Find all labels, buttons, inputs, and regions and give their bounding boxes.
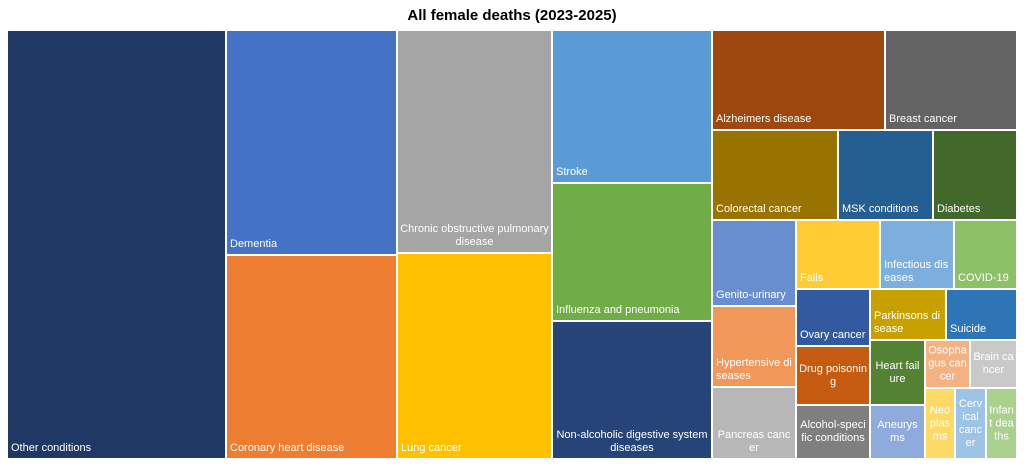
treemap-cell-label: Chronic obstructive pulmonary disease — [400, 223, 549, 248]
treemap-cell-label: Ovary cancer — [800, 329, 866, 341]
treemap-cell: Dementia — [226, 30, 397, 255]
treemap-cell: Falls — [796, 220, 880, 289]
treemap-cell-label: Parkinsons disease — [874, 310, 941, 335]
treemap-cell: Brain cancer — [970, 340, 1017, 388]
treemap-cell-label: Alzheimers disease — [716, 113, 812, 125]
treemap-cell: Alcohol-specific conditions — [796, 405, 870, 459]
treemap-cell: Lung cancer — [397, 253, 552, 459]
treemap-cell: Parkinsons disease — [870, 289, 946, 340]
treemap-cell: Pancreas cancer — [712, 387, 796, 459]
treemap-cell: Osophagus cancer — [925, 340, 970, 388]
treemap-cell-label: Cervical cancer — [958, 397, 983, 449]
treemap-cell: Non-alcoholic digestive system diseases — [552, 321, 712, 459]
treemap-cell: Influenza and pneumonia — [552, 183, 712, 321]
treemap-cell-label: Osophagus cancer — [928, 344, 967, 383]
treemap-cell-label: Falls — [800, 272, 824, 284]
treemap-cell: Neoplasms — [925, 388, 955, 459]
treemap-cell-label: Aneurysms — [877, 419, 918, 444]
treemap-cell-label: Coronary heart disease — [230, 442, 345, 454]
treemap-cell: Hypertensive diseases — [712, 306, 796, 387]
treemap-cell-label: Hypertensive diseases — [716, 357, 792, 382]
treemap-cell: MSK conditions — [838, 130, 933, 220]
treemap-cell-label: Breast cancer — [889, 113, 957, 125]
treemap-cell-label: Drug poisoning — [799, 362, 867, 388]
treemap-cell: Cervical cancer — [955, 388, 986, 459]
treemap-cell-label: Colorectal cancer — [716, 203, 802, 215]
treemap-cell-label: Non-alcoholic digestive system diseases — [556, 429, 708, 454]
treemap-cell: Infant deaths — [986, 388, 1017, 459]
treemap-cell: Suicide — [946, 289, 1017, 340]
chart-title: All female deaths (2023-2025) — [407, 7, 617, 24]
treemap-cell: COVID-19 — [954, 220, 1017, 289]
treemap-cell-label: Suicide — [950, 323, 987, 335]
treemap-cell: Coronary heart disease — [226, 255, 397, 459]
treemap-cell-label: Stroke — [556, 166, 588, 178]
treemap-cell-label: MSK conditions — [842, 203, 919, 215]
treemap-cell: Genito-urinary — [712, 220, 796, 306]
treemap-cell: Diabetes — [933, 130, 1017, 220]
treemap-cell: Stroke — [552, 30, 712, 183]
treemap-cell-label: COVID-19 — [958, 272, 1009, 284]
treemap-cell-label: Infant deaths — [989, 404, 1014, 442]
treemap-cell: Chronic obstructive pulmonary disease — [397, 30, 552, 253]
treemap-cell-label: Pancreas cancer — [717, 429, 791, 454]
treemap-cell: Drug poisoning — [796, 346, 870, 405]
treemap-cell: Aneurysms — [870, 405, 925, 459]
treemap-cell-label: Lung cancer — [401, 442, 462, 454]
treemap-cell-label: Other conditions — [11, 442, 92, 454]
treemap-cell-label: Diabetes — [937, 203, 981, 215]
treemap-cell-label: Influenza and pneumonia — [556, 304, 680, 316]
treemap-cell: Other conditions — [7, 30, 226, 459]
treemap-cell-label: Dementia — [230, 238, 278, 250]
treemap-cell: Heart failure — [870, 340, 925, 405]
treemap-cell: Alzheimers disease — [712, 30, 885, 130]
treemap-cell: Ovary cancer — [796, 289, 870, 346]
treemap-cell: Breast cancer — [885, 30, 1017, 130]
treemap-cell-label: Heart failure — [875, 359, 920, 385]
treemap-cell-label: Infectious diseases — [884, 259, 949, 284]
treemap-cell: Colorectal cancer — [712, 130, 838, 220]
treemap-cell: Infectious diseases — [880, 220, 954, 289]
treemap-cell-label: Neoplasms — [929, 404, 951, 442]
treemap-cell-label: Genito-urinary — [716, 289, 786, 301]
treemap-cell-label: Brain cancer — [973, 351, 1014, 376]
treemap-cell-label: Alcohol-specific conditions — [800, 419, 866, 444]
